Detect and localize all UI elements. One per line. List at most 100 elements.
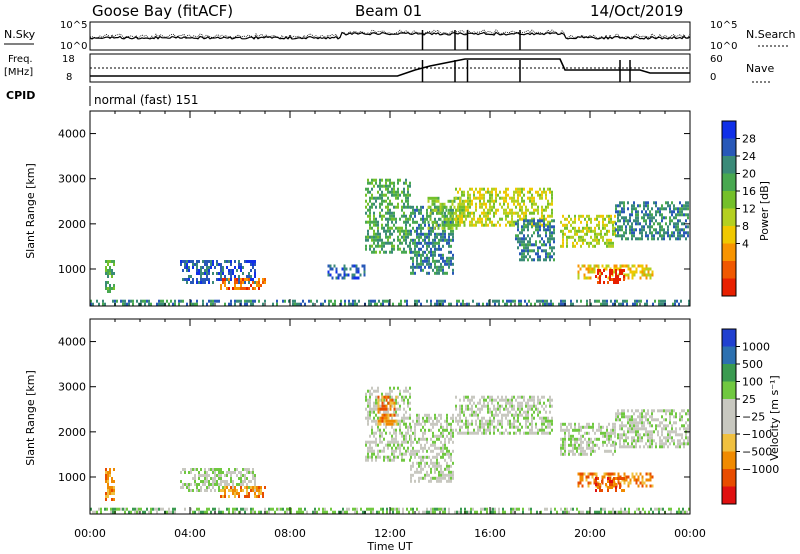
velocity-echo-cell [625,475,628,479]
velocity-echo-cell [529,398,531,402]
power-echo-cell [385,187,387,191]
velocity-echo-cell [509,425,511,429]
power-echo-cell [412,208,414,212]
velocity-echo-cell [156,507,158,511]
velocity-echo-cell [517,416,519,420]
velocity-echo-cell [504,510,506,514]
velocity-echo-cell [190,483,192,486]
velocity-echo-cell [619,483,621,486]
velocity-echo-cell [489,422,491,426]
power-echo-cell [440,265,442,269]
velocity-echo-cell [588,440,590,444]
velocity-echo-cell [296,510,298,514]
velocity-echo-cell [432,425,434,429]
power-echo-cell [387,205,389,209]
velocity-echo-cell [232,510,234,514]
power-echo-cell [447,199,450,203]
power-echo-cell [430,302,432,306]
velocity-echo-cell [531,404,533,408]
velocity-echo-cell [635,409,637,413]
power-echo-cell [549,234,551,238]
velocity-echo-cell [560,446,562,450]
power-echo-cell [681,204,683,208]
velocity-echo-cell [393,401,396,405]
power-echo-cell [515,199,517,203]
power-echo-cell [381,196,383,200]
power-echo-cell [427,220,430,224]
power-echo-cell [519,190,521,194]
power-echo-cell [594,238,596,242]
velocity-echo-cell [420,437,422,441]
velocity-echo-cell [588,446,590,450]
power-echo-cell [450,232,452,236]
velocity-echo-cell [403,437,405,441]
velocity-echo-cell [593,478,596,482]
velocity-echo-cell [460,507,462,511]
power-echo-cell [491,190,493,194]
power-echo-cell [434,232,436,236]
power-echo-cell [401,205,403,209]
velocity-echo-cell [467,422,469,426]
power-echo-cell [196,266,198,269]
velocity-echo-cell [621,412,623,416]
velocity-echo-cell [204,483,206,486]
cpid-label: CPID [6,89,35,102]
velocity-echo-cell [604,510,606,514]
velocity-echo-cell [621,415,623,419]
power-echo-cell [475,196,477,200]
power-echo-cell [264,281,266,284]
velocity-echo-cell [635,445,637,449]
velocity-echo-cell [479,428,481,432]
power-echo-cell [431,196,434,200]
velocity-echo-cell [383,416,386,420]
power-echo-cell [578,214,580,218]
power-echo-cell [256,281,258,284]
power-echo-cell [671,231,673,235]
velocity-echo-cell [438,464,440,468]
freq-nave-traces [90,58,690,82]
velocity-echo-cell [412,507,414,511]
velocity-echo-cell [467,428,469,432]
velocity-echo-cell [206,477,208,480]
velocity-echo-cell [409,416,411,420]
power-echo-cell [383,229,385,233]
velocity-echo-cell [537,413,539,417]
power-colorbar-swatch [722,138,736,157]
power-echo-cell [459,205,461,209]
power-echo-cell [608,220,610,224]
velocity-echo-cell [564,449,566,453]
velocity-echo-cell [477,431,479,435]
velocity-echo-cell [501,404,503,408]
velocity-echo-cell [264,486,266,489]
cpid-value: normal (fast) 151 [94,93,198,107]
power-echo-cell [449,226,452,230]
power-colorbar-swatch [722,191,736,209]
power-echo-cell [166,299,168,303]
power-echo-cell [529,190,531,194]
velocity-echo-cell [434,416,436,420]
velocity-echo-cell [601,475,604,479]
power-echo-cell [685,237,687,241]
power-echo-cell [416,241,418,245]
power-echo-cell [240,281,242,284]
velocity-echo-cell [448,464,450,468]
power-echo-cell [596,214,598,218]
power-echo-cell [673,204,675,208]
velocity-echo-cell [236,468,238,471]
velocity-echo-cell [393,419,396,423]
power-echo-cell [635,237,637,241]
velocity-echo-cell [590,425,592,429]
power-echo-cell [452,229,454,233]
power-echo-cell [436,235,438,239]
power-echo-cell [466,302,468,306]
velocity-echo-cell [444,452,446,456]
velocity-echo-cell [403,395,405,399]
velocity-echo-cell [410,464,412,468]
velocity-echo-cell [434,455,436,459]
velocity-echo-cell [549,425,551,429]
velocity-echo-cell [438,461,440,465]
velocity-echo-cell [330,507,332,511]
power-echo-cell [399,247,401,251]
power-echo-cell [521,187,523,191]
velocity-echo-cell [371,407,373,411]
